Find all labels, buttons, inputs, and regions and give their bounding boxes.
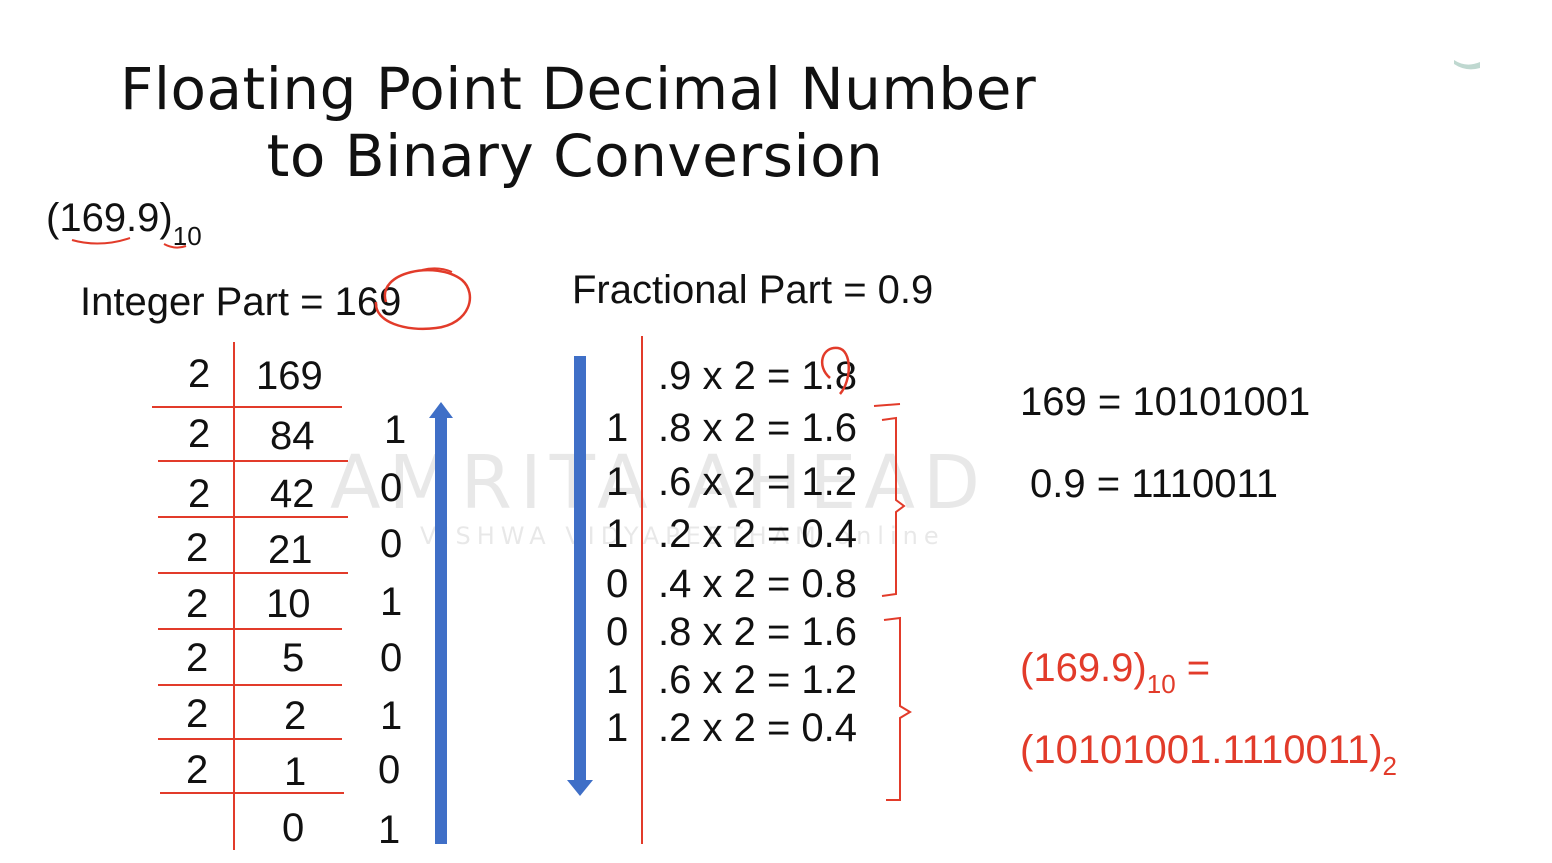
- remainder: 0: [380, 636, 403, 680]
- mult-bit: 1: [606, 406, 629, 450]
- integer-part-label: Integer Part = 169: [80, 280, 401, 325]
- mult-bit: 1: [606, 658, 629, 702]
- integer-part-value: 169: [334, 280, 402, 324]
- remainder: 1: [384, 408, 407, 452]
- remainder: 1: [380, 694, 403, 738]
- quotient: 2: [284, 694, 307, 738]
- title-line-1: Floating Point Decimal Number: [120, 55, 1037, 123]
- integer-part-text: Integer Part =: [80, 280, 335, 324]
- down-arrow-icon: [567, 356, 593, 796]
- final-equals: =: [1175, 646, 1211, 690]
- remainder: 0: [378, 748, 401, 792]
- input-number-value: (169.9): [46, 196, 173, 240]
- up-arrow-icon: [429, 402, 453, 844]
- remainder: 0: [380, 522, 403, 566]
- watermark-subtitle: VISHWA VIDYAPEETHAM online: [420, 522, 945, 550]
- integer-result: 169 = 10101001: [1020, 380, 1311, 424]
- divisor: 2: [188, 472, 211, 516]
- quotient: 84: [270, 414, 315, 458]
- circle-mark-169: [374, 267, 472, 331]
- mult-bit: 1: [606, 512, 629, 556]
- mult-expr: .2 x 2 = 0.4: [658, 706, 858, 750]
- quotient: 0: [282, 806, 305, 850]
- mult-expr: .6 x 2 = 1.2: [658, 460, 858, 504]
- slide-title: Floating Point Decimal Number to Binary …: [120, 55, 1037, 190]
- final-lhs: (169.9)10 =: [1020, 646, 1210, 700]
- quotient: 1: [284, 750, 307, 794]
- input-number: (169.9)10: [46, 196, 202, 252]
- division-vertical-rule: [233, 342, 235, 850]
- divisor: 2: [186, 582, 209, 626]
- mult-bit: 1: [606, 706, 629, 750]
- mult-bit: 0: [606, 610, 629, 654]
- underline-marks: [71, 237, 187, 249]
- corner-decoration: [1454, 60, 1480, 70]
- mult-expr: .4 x 2 = 0.8: [658, 562, 858, 606]
- input-number-base: 10: [172, 221, 202, 251]
- quotient: 5: [282, 636, 305, 680]
- divisor: 2: [186, 636, 209, 680]
- quotient: 42: [270, 472, 315, 516]
- mult-expr: .8 x 2 = 1.6: [658, 610, 858, 654]
- divisor: 2: [186, 748, 209, 792]
- fractional-part-label: Fractional Part = 0.9: [572, 268, 934, 312]
- bracket-annotations: [820, 346, 912, 801]
- final-rhs: (10101001.1110011)2: [1020, 728, 1397, 782]
- mult-expr: .6 x 2 = 1.2: [658, 658, 858, 702]
- quotient: 10: [266, 582, 311, 626]
- quotient: 169: [256, 354, 323, 398]
- quotient: 21: [268, 528, 313, 572]
- final-lhs-value: (169.9): [1020, 646, 1147, 690]
- divisor: 2: [186, 526, 209, 570]
- mult-expr: .8 x 2 = 1.6: [658, 406, 858, 450]
- title-line-2: to Binary Conversion: [266, 121, 884, 190]
- remainder: 1: [380, 580, 403, 624]
- mult-bit: 1: [606, 460, 629, 504]
- mult-bit: 0: [606, 562, 629, 606]
- mult-expr: .9 x 2 = 1.8: [658, 354, 858, 398]
- final-rhs-base: 2: [1382, 751, 1398, 781]
- mult-expr: .2 x 2 = 0.4: [658, 512, 858, 556]
- divisor: 2: [188, 352, 211, 396]
- fraction-result: 0.9 = 1110011: [1030, 462, 1279, 506]
- divisor: 2: [188, 412, 211, 456]
- final-lhs-base: 10: [1146, 669, 1176, 699]
- remainder: 1: [378, 808, 401, 852]
- remainder: 0: [380, 466, 403, 510]
- multiplication-vertical-rule: [641, 336, 643, 844]
- final-rhs-value: (10101001.1110011): [1020, 728, 1383, 772]
- divisor: 2: [186, 692, 209, 736]
